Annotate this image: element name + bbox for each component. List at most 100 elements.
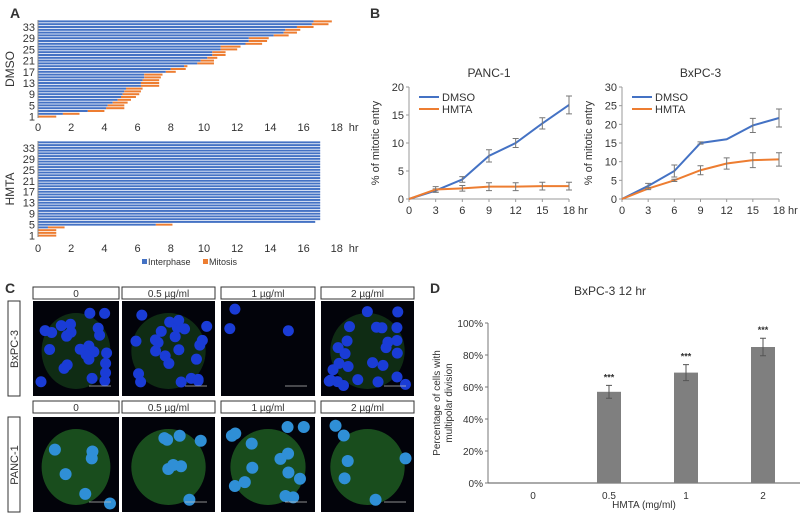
column-label-box <box>32 286 120 300</box>
y-tick-label: 1 <box>29 231 35 243</box>
legend-swatch-mitosis <box>203 259 208 264</box>
interphase-bar <box>38 62 198 65</box>
nucleus <box>281 421 294 434</box>
bar-chart-multipolar: 0% 20% 40% 60% 80% 100% 0 0.5 *** 1 *** 2 *** HMTA (m… <box>432 284 800 511</box>
nucleus <box>224 323 236 335</box>
column-label: 1 µg/ml <box>252 289 285 300</box>
column-label-box <box>121 400 216 414</box>
x-unit-label: hr <box>349 122 359 134</box>
mitosis-bar <box>38 115 57 118</box>
column-label-box <box>320 400 415 414</box>
nucleus <box>229 303 241 315</box>
x-tick-label: 6 <box>459 205 465 217</box>
panel-label-C: C <box>5 280 15 296</box>
interphase-bar <box>38 65 185 68</box>
x-tick-label: 4 <box>101 122 107 134</box>
row-label-panc-1: PANC-1 <box>9 445 21 485</box>
nucleus <box>376 322 388 334</box>
x-tick-label: 18 <box>773 205 785 217</box>
interphase-bar <box>38 59 201 62</box>
legend-label-dmso: DMSO <box>655 92 688 104</box>
interphase-bar <box>38 209 321 212</box>
error-bar <box>512 138 519 148</box>
nucleus <box>392 306 404 318</box>
micrograph-bxpc-3-0 <box>33 301 119 396</box>
nucleus <box>293 472 306 485</box>
mitosis-bar <box>62 112 80 115</box>
x-tick-label: 10 <box>198 122 210 134</box>
micrograph-bxpc-3-3 <box>321 301 414 396</box>
nucleus <box>246 461 259 474</box>
interphase-bar <box>38 149 321 152</box>
mitosis-bar <box>38 231 57 234</box>
x-tick-label: 9 <box>486 205 492 217</box>
column-label-box <box>32 400 120 414</box>
error-bar <box>459 176 466 183</box>
chart-title: BxPC-3 <box>680 66 722 80</box>
x-tick-label: 3 <box>433 205 439 217</box>
x-unit-label: hr <box>349 243 359 255</box>
interphase-bar <box>38 56 208 59</box>
nucleus <box>399 452 412 465</box>
x-tick-label: 2 <box>760 491 766 502</box>
nucleus <box>164 316 176 328</box>
error-bar <box>512 182 519 192</box>
mitosis-bar <box>106 107 125 110</box>
column-label: 0 <box>73 289 79 300</box>
interphase-bar <box>38 112 63 115</box>
significance-label: *** <box>604 372 615 382</box>
nucleus <box>35 376 47 388</box>
y-tick-label: 15 <box>605 138 617 150</box>
interphase-bar <box>38 45 221 48</box>
nucleus <box>159 350 171 362</box>
interphase-bar <box>38 171 321 174</box>
nucleus <box>377 359 389 371</box>
nucleus <box>367 357 379 369</box>
nucleus <box>173 429 186 442</box>
nucleus <box>372 376 384 388</box>
y-tick-label: 13 <box>23 78 35 90</box>
interphase-bar <box>38 107 107 110</box>
y-tick-label: 33 <box>23 22 35 34</box>
y-tick-label: 17 <box>23 187 35 199</box>
nucleus <box>79 487 92 500</box>
x-tick-label: 0 <box>35 243 41 255</box>
column-label-box <box>121 286 216 300</box>
nucleus <box>238 476 251 489</box>
cells <box>224 303 294 337</box>
nucleus <box>391 322 403 334</box>
y-tick-label: 15 <box>392 110 404 122</box>
interphase-bar <box>38 37 249 40</box>
column-label-box <box>220 400 316 414</box>
interphase-bar <box>38 226 48 229</box>
cytoplasm <box>330 429 405 505</box>
mitosis-bar <box>285 28 301 31</box>
y-tick-label: 21 <box>23 56 35 68</box>
nucleus <box>173 344 185 356</box>
column-label-box <box>220 286 316 300</box>
nucleus <box>297 420 310 433</box>
error-bar <box>566 95 572 115</box>
nucleus <box>149 334 161 346</box>
interphase-bar <box>38 204 321 207</box>
error-bar <box>683 364 689 382</box>
y-tick-label: 9 <box>29 209 35 221</box>
y-tick-label: 29 <box>23 33 35 45</box>
x-axis-label: HMTA (mg/ml) <box>612 500 676 511</box>
nucleus <box>130 335 142 347</box>
error-bar <box>432 186 439 193</box>
nucleus <box>399 378 411 390</box>
y-tick-label: 0 <box>611 194 617 206</box>
nucleus <box>201 320 213 332</box>
y-tick-label: 25 <box>23 44 35 56</box>
nucleus <box>274 452 287 465</box>
nucleus <box>196 334 208 346</box>
x-unit-label: hr <box>578 205 588 217</box>
nucleus <box>382 336 394 348</box>
interphase-bar <box>38 54 213 56</box>
y-axis-label: Percentage of cells withmultipolar divis… <box>432 350 455 456</box>
legend-label-mitosis: Mitosis <box>209 257 238 267</box>
mitosis-bar <box>121 96 136 98</box>
y-axis-label-line: multipolar division <box>444 363 455 442</box>
x-tick-label: 15 <box>536 205 548 217</box>
